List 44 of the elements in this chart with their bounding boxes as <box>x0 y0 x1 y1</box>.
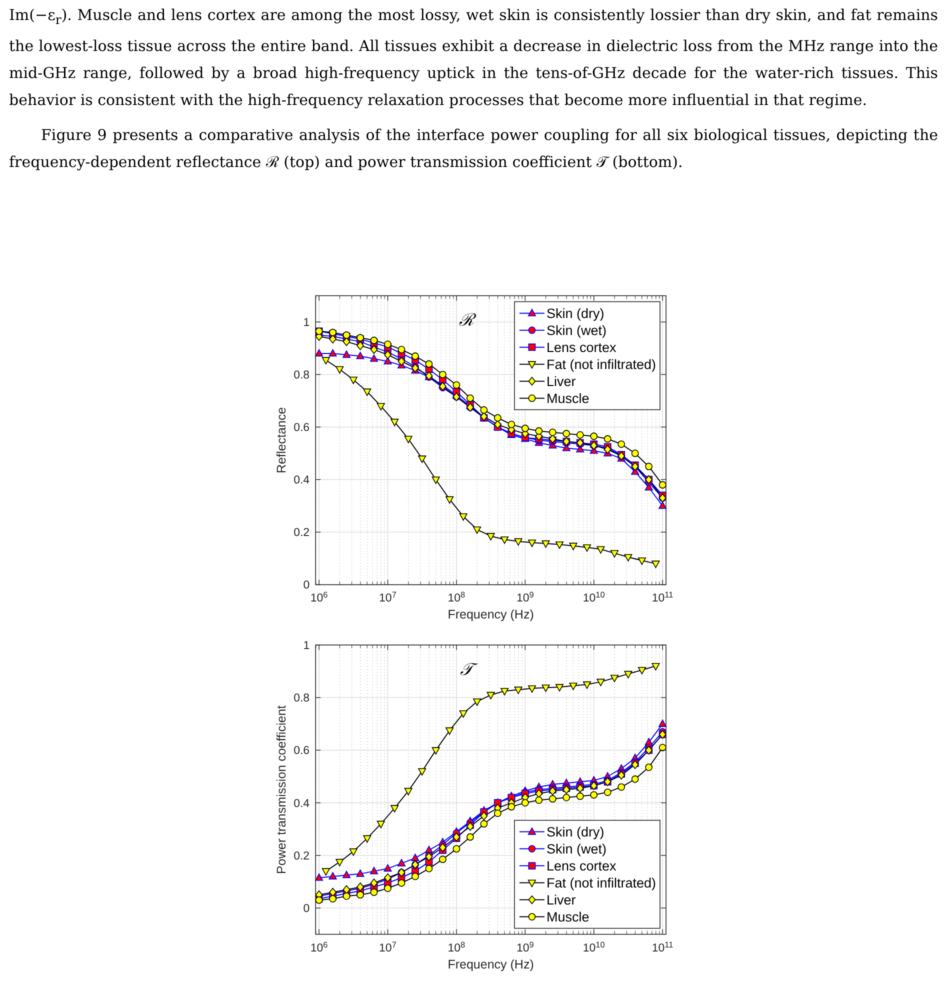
y-tick-label: 0.6 <box>294 745 310 758</box>
legend-label: Skin (wet) <box>546 842 606 856</box>
x-tick-label: 10$^{11}$ <box>652 590 674 605</box>
x-tick-label: 10$^{10}$ <box>582 940 606 954</box>
y-tick-label: 0.2 <box>294 527 310 540</box>
x-tick-label: 10$^{8}$ <box>448 590 466 605</box>
y-tick-label: 1 <box>303 640 310 652</box>
y-tick-label: 0.2 <box>294 850 310 862</box>
annotation: ℛ <box>458 310 477 331</box>
y-tick-label: 1 <box>303 316 310 329</box>
legend-label: Fat (not infiltrated) <box>546 876 656 890</box>
legend-label: Skin (dry) <box>546 306 604 321</box>
y-tick-label: 0.8 <box>294 370 310 382</box>
y-tick-label: 0.4 <box>294 474 310 487</box>
legend-label: Liver <box>546 374 576 389</box>
legend-label: Muscle <box>546 390 590 406</box>
x-tick-label: 10$^{9}$ <box>516 940 534 954</box>
annotation: 𝒯 <box>460 660 478 680</box>
legend-label: Fat (not infiltrated) <box>546 356 656 372</box>
x-tick-label: 10$^{9}$ <box>516 590 534 605</box>
x-tick-label: 10$^{11}$ <box>652 940 674 954</box>
x-axis-title: Frequency (Hz) <box>448 957 534 972</box>
x-tick-label: 10$^{6}$ <box>310 940 328 954</box>
x-tick-label: 10$^{7}$ <box>379 590 397 605</box>
legend-label: Lens cortex <box>546 858 616 874</box>
x-tick-label: 10$^{6}$ <box>310 590 328 605</box>
y-tick-label: 0 <box>303 903 310 915</box>
x-tick-label: 10$^{10}$ <box>582 590 606 605</box>
x-tick-label: 10$^{7}$ <box>379 940 397 954</box>
y-axis-title: Reflectance <box>274 407 289 474</box>
y-tick-label: 0.8 <box>294 692 310 705</box>
y-axis-title: Power transmission coefficient <box>274 704 289 874</box>
text: Im(−ε$_{r}$). Muscle and lens cortex are among the most lossy, wet skin is consistently lossier than dry skin, and fat remains the lowest-loss tissue across the entire band. All tissues exhibit a decrease in dielectric loss from the MHz range into the mid-GHz range, followed by a broad high-frequency uptick in the tens-of-GHz decade for the water-rich tissues. This behavior is consistent with the high-frequency relaxation processes that become more influential in that regime. <box>9 5 938 111</box>
y-tick-label: 0 <box>303 580 310 592</box>
x-axis-title: Frequency (Hz) <box>448 608 534 622</box>
y-tick-label: 0.4 <box>294 798 310 810</box>
legend-label: Liver <box>546 892 576 908</box>
legend-label: Skin (dry) <box>546 824 604 840</box>
legend-label: Lens cortex <box>546 340 616 355</box>
y-tick-label: 0.6 <box>294 422 310 434</box>
x-tick-label: 10$^{8}$ <box>448 940 466 954</box>
legend-label: Muscle <box>546 910 590 924</box>
caption: Figure 9 presents a comparative analysis of the interface power coupling for all six biological tissues, depicting the frequency-dependent reflectance ℛ (top) and power transmission coefficient 𝒯 (bottom). <box>9 125 938 173</box>
legend-label: Skin (wet) <box>546 322 606 338</box>
